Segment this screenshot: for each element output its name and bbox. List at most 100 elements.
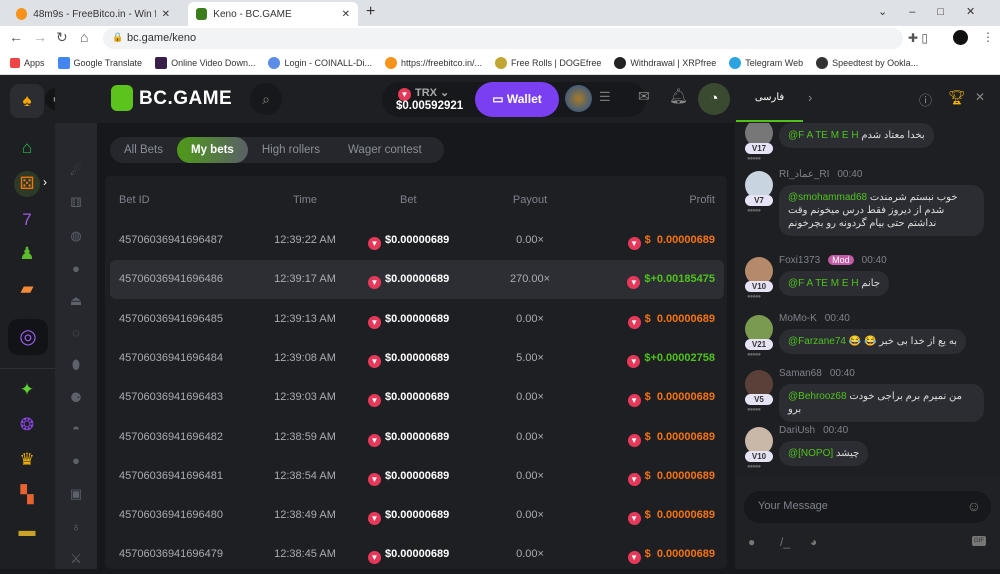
emoji-icon[interactable]: ☺ (966, 498, 981, 514)
command-icon[interactable]: /_ (780, 535, 791, 549)
mention[interactable]: @Behrooz68 (788, 391, 847, 402)
forward-icon[interactable]: → (33, 29, 47, 45)
bookmark-video[interactable]: Online Video Down... (155, 56, 255, 69)
bookmark-google-translate[interactable]: Google Translate (57, 56, 142, 69)
table-row[interactable]: 45706036941696479 12:38:45 AM ▼ $0.000006… (110, 535, 724, 574)
table-row[interactable]: 45706036941696484 12:39:08 AM ▼ $0.000006… (110, 339, 724, 378)
close-icon[interactable]: ✕ (161, 8, 170, 20)
table-row[interactable]: 45706036941696487 12:39:22 AM ▼ $0.000006… (110, 221, 724, 260)
username[interactable]: MoMo-K (779, 313, 817, 324)
tab-all-bets[interactable]: All Bets (124, 144, 163, 156)
bomb-icon[interactable]: ● (72, 453, 80, 468)
bookmark-coinall[interactable]: Login - COINALL-Di... (268, 56, 372, 69)
username[interactable]: DariUsh (779, 425, 816, 436)
cards-icon[interactable]: ▰ (20, 279, 34, 298)
profile-avatar[interactable] (953, 30, 968, 45)
spade-icon[interactable]: ♠ (10, 84, 44, 118)
plinko-icon[interactable]: ⏏ (69, 293, 83, 308)
username[interactable]: Foxi1373 (779, 255, 821, 266)
avatar[interactable] (745, 427, 773, 455)
table-row[interactable]: 45706036941696480 12:38:49 AM ▼ $0.000006… (110, 496, 724, 535)
home-icon[interactable]: ⌂ (21, 138, 33, 157)
egg-icon[interactable]: ⬮ (71, 357, 81, 372)
mail-icon[interactable]: ✉ (638, 88, 650, 104)
tab-wager-contest[interactable]: Wager contest (348, 144, 422, 156)
bet-id[interactable]: 45706036941696480 (119, 509, 224, 522)
back-icon[interactable]: ← (9, 29, 23, 45)
bell-icon[interactable]: 🔔︎ (669, 88, 689, 105)
ring-icon[interactable]: ♁ (71, 519, 81, 534)
bookmark-xrpfree[interactable]: Withdrawal | XRPfree (614, 56, 716, 69)
logo-text[interactable]: BC.GAME (139, 88, 233, 109)
chevron-right-icon[interactable]: › (43, 175, 47, 189)
box-icon[interactable]: ▣ (69, 486, 83, 501)
extensions-icon[interactable]: ✚ ▯ (908, 31, 928, 45)
trophy-icon[interactable]: 🏆︎ (948, 89, 966, 105)
bet-id[interactable]: 45706036941696481 (119, 469, 224, 482)
gif-icon[interactable]: GIF (972, 536, 986, 546)
rain-icon[interactable]: ● (748, 535, 756, 549)
avatar[interactable] (745, 171, 773, 199)
bet-id[interactable]: 45706036941696486 (119, 273, 224, 286)
tab-my-bets[interactable]: My bets (177, 137, 248, 163)
bookmark-telegram[interactable]: Telegram Web (729, 56, 803, 69)
bookmark-apps[interactable]: Apps (10, 57, 45, 68)
username[interactable]: RI_عماد_RI (779, 169, 830, 180)
tab-high-rollers[interactable]: High rollers (261, 144, 320, 156)
mention[interactable]: @[NOPO] (788, 448, 834, 459)
bars-icon[interactable]: ▬ (18, 521, 36, 540)
tab-farsi[interactable]: فارسی (736, 75, 803, 122)
bet-id[interactable]: 45706036941696482 (119, 430, 224, 443)
vip-avatar[interactable] (565, 85, 592, 112)
chevron-right-icon[interactable]: › (808, 90, 813, 105)
coin-icon[interactable]: ◕ (810, 535, 818, 549)
bet-id[interactable]: 45706036941696479 (119, 548, 224, 561)
mention[interactable]: @F A TE M E H (788, 130, 859, 141)
chat-toggle-button[interactable]: ◔ (698, 83, 730, 115)
username[interactable]: Saman68 (779, 368, 822, 379)
close-chat-icon[interactable]: ✕ (975, 90, 986, 104)
close-icon[interactable]: ✕ (341, 8, 350, 20)
info-icon[interactable]: ⓘ (919, 93, 933, 108)
bet-id[interactable]: 45706036941696483 (119, 391, 224, 404)
ticket-icon[interactable]: ✦ (19, 380, 35, 399)
mention[interactable]: @Farzane74 (788, 336, 846, 347)
message-input[interactable]: Your Message ☺ (744, 491, 991, 523)
live-casino-icon[interactable]: ♟ (19, 244, 35, 263)
table-row[interactable]: 45706036941696481 12:38:54 AM ▼ $0.000006… (110, 457, 724, 496)
currency-select[interactable]: TRX ⌄ (415, 87, 450, 99)
avatar[interactable] (745, 257, 773, 285)
table-row[interactable]: 45706036941696486 12:39:17 AM ▼ $0.000006… (110, 260, 724, 300)
bookmark-freebitco[interactable]: https://freebitco.in/... (384, 56, 482, 69)
new-tab-button[interactable]: + (366, 3, 376, 20)
crown-icon[interactable]: ♛ (19, 450, 35, 469)
bookmark-dogefree[interactable]: Free Rolls | DOGEfree (495, 56, 601, 69)
coins-icon[interactable]: ⚈ (70, 390, 82, 405)
games-icon[interactable]: ▚ (20, 485, 34, 504)
target-icon[interactable]: ◎ (8, 319, 48, 355)
dice-icon[interactable]: ⚅ (70, 195, 82, 210)
table-row[interactable]: 45706036941696483 12:39:03 AM ▼ $0.000006… (110, 378, 724, 417)
pot-icon[interactable]: ◍ (70, 228, 82, 243)
ring-icon[interactable]: ❂ (19, 415, 35, 434)
flame-icon[interactable]: ● (72, 261, 80, 276)
dice-icon[interactable]: ⚄ (14, 171, 40, 197)
menu-icon[interactable]: ⋮ (982, 30, 994, 44)
list-icon[interactable]: ☰ (599, 89, 611, 104)
avatar[interactable] (745, 315, 773, 343)
tab-freebitco[interactable]: 48m9s - FreeBitco.in - Win free b✕ (8, 2, 178, 26)
window-controls[interactable]: ⌄–□✕ (878, 6, 998, 18)
sword-icon[interactable]: ⚔ (70, 551, 82, 566)
slots-icon[interactable]: 7 (22, 210, 32, 229)
wheel-icon[interactable]: ◌ (72, 325, 80, 340)
reload-icon[interactable]: ↻ (56, 29, 68, 45)
mention[interactable]: @smohammad68 (788, 192, 868, 203)
search-button[interactable]: ⌕ (250, 83, 282, 115)
table-row[interactable]: 45706036941696482 12:38:59 AM ▼ $0.000006… (110, 418, 724, 457)
table-row[interactable]: 45706036941696485 12:39:13 AM ▼ $0.000006… (110, 300, 724, 339)
helmet-icon[interactable]: ◓ (72, 421, 80, 436)
url-field[interactable]: 🔒 bc.game/keno (103, 28, 903, 49)
wallet-button[interactable]: ▭ Wallet (475, 82, 559, 117)
bet-id[interactable]: 45706036941696484 (119, 351, 224, 364)
avatar[interactable] (745, 370, 773, 398)
